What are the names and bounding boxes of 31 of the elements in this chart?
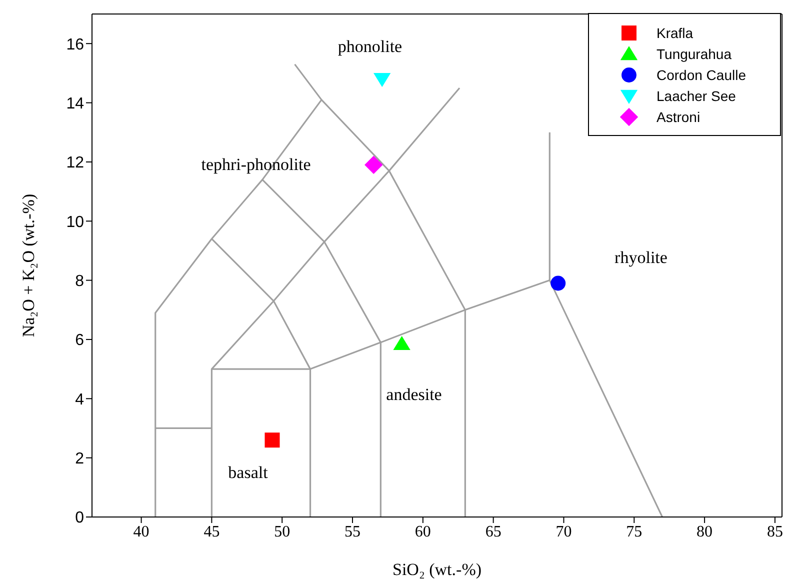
legend-label: Krafla	[656, 24, 694, 40]
x-axis-title: SiO₂ (wt.-%)	[392, 560, 482, 579]
legend-label: Astroni	[656, 108, 700, 124]
annotation: basalt	[228, 463, 268, 483]
x-tick-label: 70	[556, 523, 572, 540]
legend-label: Laacher See	[656, 88, 736, 104]
annotation: phonolite	[338, 37, 402, 57]
annotation: rhyolite	[614, 248, 668, 268]
legend-label: Cordon Caulle	[656, 66, 746, 82]
y-tick-label: 0	[75, 510, 84, 527]
y-axis-title: Na₂O + K₂O (wt.-%)	[19, 194, 38, 338]
annotation: andesite	[386, 385, 442, 405]
y-tick-label: 16	[66, 36, 84, 54]
y-tick-label: 10	[66, 214, 84, 231]
legend-label: Tungurahua	[656, 46, 732, 62]
x-tick-label: 45	[204, 523, 220, 540]
x-tick-label: 80	[696, 523, 713, 540]
x-tick-label: 55	[344, 523, 361, 540]
x-tick-label: 65	[485, 523, 502, 540]
y-tick-label: 4	[75, 391, 84, 408]
y-tick-label: 2	[75, 450, 84, 468]
x-tick-label: 85	[766, 523, 783, 540]
annotation: tephri-phonolite	[201, 155, 311, 175]
y-tick-label: 12	[66, 154, 84, 172]
y-tick-label: 8	[75, 272, 84, 290]
y-tick-label: 14	[66, 95, 84, 112]
x-tick-label: 50	[274, 523, 290, 540]
x-tick-label: 60	[414, 523, 431, 540]
x-tick-label: 75	[626, 523, 642, 540]
x-tick-label: 40	[133, 523, 150, 540]
y-tick-label: 6	[75, 332, 84, 350]
